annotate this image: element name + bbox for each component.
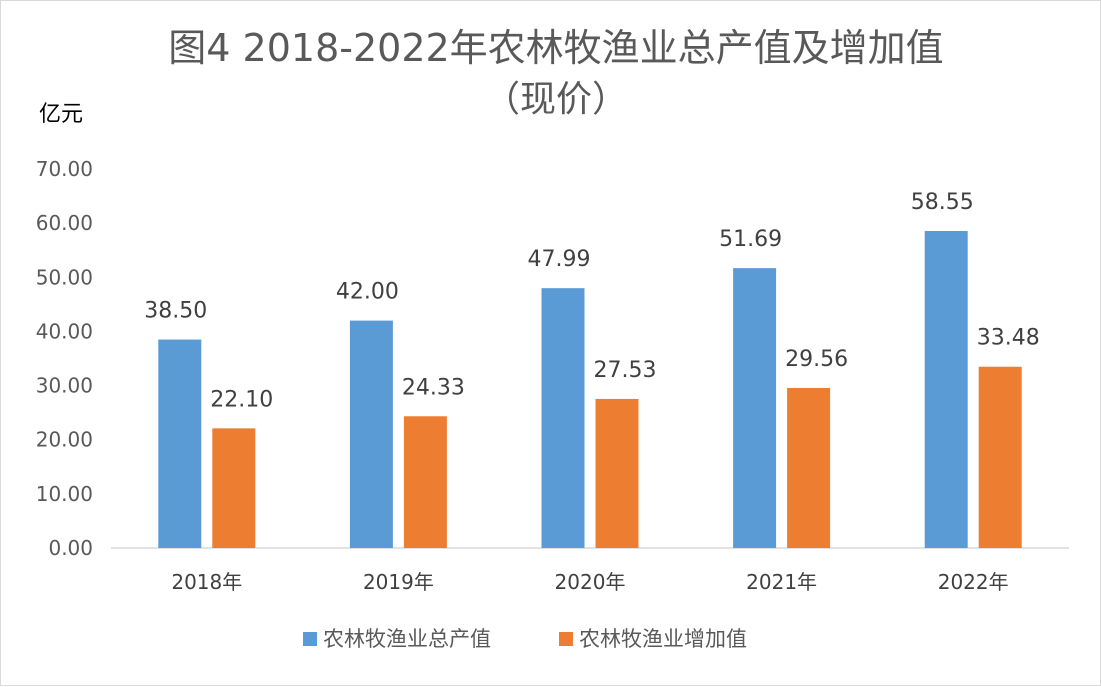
legend-label: 农林牧渔业总产值 [323, 627, 491, 651]
x-category-label: 2018年 [171, 570, 242, 594]
y-tick-label: 0.00 [48, 536, 93, 560]
data-label: 22.10 [210, 387, 273, 412]
y-tick-label: 20.00 [36, 428, 93, 452]
y-tick-label: 70.00 [36, 157, 93, 181]
legend: 农林牧渔业总产值 农林牧渔业增加值 [303, 627, 747, 651]
chart-title: 图4 2018-2022年农林牧渔业总产值及增加值 [168, 26, 943, 70]
bar-added-value [403, 416, 447, 548]
x-category-label: 2020年 [555, 570, 626, 594]
data-label: 24.33 [402, 375, 465, 400]
bar-added-value [595, 398, 639, 548]
data-label: 27.53 [594, 358, 657, 383]
y-tick-label: 40.00 [36, 319, 93, 343]
bar-gross-output [158, 339, 202, 548]
bar-gross-output [924, 230, 968, 548]
bar-series-group [158, 230, 1022, 548]
bar-gross-output [541, 288, 585, 548]
data-label: 51.69 [719, 227, 782, 252]
bar-added-value [978, 366, 1022, 548]
legend-swatch [303, 632, 317, 646]
data-label-group: 38.50 22.10 42.00 24.33 47.99 27.53 51.69 29.56… [144, 190, 1039, 412]
bar-gross-output [349, 320, 393, 548]
legend-label: 农林牧渔业增加值 [579, 627, 747, 651]
y-tick-label: 30.00 [36, 374, 93, 398]
bar-gross-output [733, 268, 777, 548]
data-label: 33.48 [977, 326, 1040, 351]
data-label: 47.99 [528, 247, 591, 272]
data-label: 42.00 [336, 280, 399, 305]
data-label: 29.56 [785, 347, 848, 372]
y-tick-label: 60.00 [36, 211, 93, 235]
x-axis-tick-labels: 2018年 2019年 2020年 2021年 2022年 [171, 570, 1008, 594]
y-axis-unit-label: 亿元 [39, 102, 83, 127]
y-tick-label: 10.00 [36, 482, 93, 506]
y-tick-label: 50.00 [36, 265, 93, 289]
x-category-label: 2021年 [746, 570, 817, 594]
legend-swatch [559, 632, 573, 646]
chart-subtitle: （现价） [484, 79, 628, 120]
bar-added-value [787, 387, 831, 548]
data-label: 58.55 [911, 190, 974, 215]
data-label: 38.50 [144, 299, 207, 324]
x-category-label: 2022年 [938, 570, 1009, 594]
bar-added-value [212, 428, 256, 548]
y-axis-tick-labels: 0.00 10.00 20.00 30.00 40.00 50.00 60.00 70.00 [36, 157, 93, 560]
x-category-label: 2019年 [363, 570, 434, 594]
